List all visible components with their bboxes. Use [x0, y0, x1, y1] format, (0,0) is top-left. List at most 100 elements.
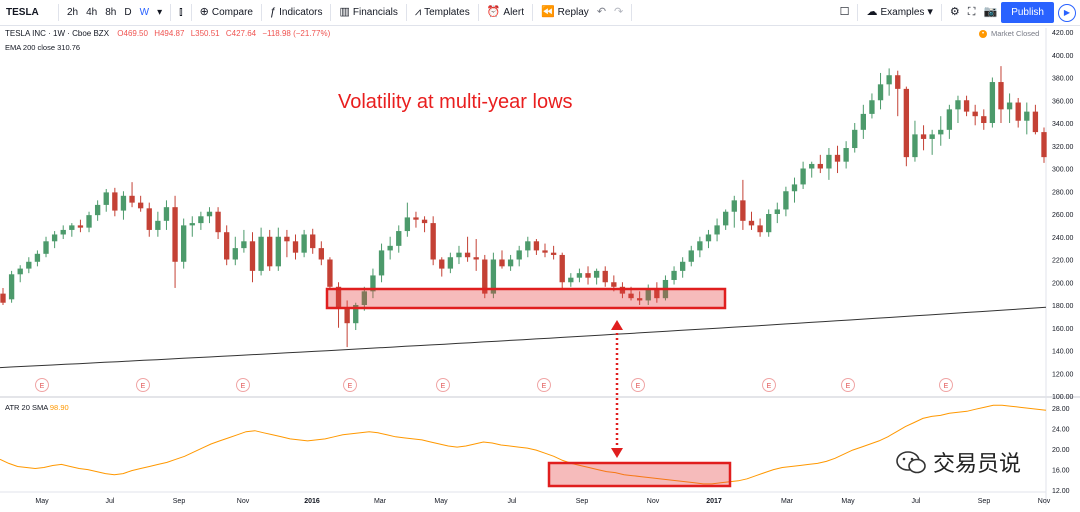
alert-label: Alert: [503, 7, 524, 18]
price-tick-label: 240.00: [1052, 235, 1074, 242]
atr-value: 98.90: [49, 403, 69, 412]
atr-legend[interactable]: ATR 20 SMA 98.90: [5, 403, 69, 412]
close-value: C427.64: [225, 29, 257, 38]
compare-button[interactable]: ⊕ Compare: [196, 6, 257, 19]
candle-body: [301, 234, 307, 253]
timeframe-2h[interactable]: 2h: [67, 7, 79, 18]
symbol-legend: TESLA INC · 1W · Cboe BZX O469.50 H494.8…: [5, 29, 334, 38]
candle-body: [120, 195, 127, 211]
publish-button[interactable]: Publish: [1001, 2, 1054, 23]
candle-body: [1006, 102, 1013, 110]
rewind-icon: ⏪: [540, 6, 555, 18]
examples-label: Examples: [880, 7, 925, 18]
arrow-up-icon: [611, 320, 623, 330]
candles-icon: ⫾: [179, 6, 183, 18]
ema-legend[interactable]: EMA 200 close 310.76: [5, 43, 80, 52]
undo-button[interactable]: ↶: [593, 7, 610, 18]
divider: [170, 4, 172, 21]
atr-tick-label: 20.00: [1052, 447, 1070, 454]
financials-button[interactable]: ▥ Financials: [335, 7, 401, 19]
chart-type-button[interactable]: ⫾: [175, 7, 187, 18]
candle-body: [34, 253, 41, 262]
watermark-text: 交易员说: [933, 451, 1022, 476]
price-tick-label: 280.00: [1052, 189, 1074, 196]
play-icon[interactable]: ▶: [1058, 3, 1076, 22]
change-value: −118.98 (−21.77%): [262, 29, 331, 38]
ema-value: 310.76: [57, 43, 81, 52]
undo-icon: ↶: [596, 6, 607, 18]
candle-body: [757, 225, 763, 233]
redo-button[interactable]: ↷: [610, 7, 627, 18]
alert-button[interactable]: ⏰ Alert: [483, 7, 528, 19]
candle-body: [396, 231, 402, 246]
candle-body: [94, 204, 101, 216]
low-value: L350.51: [190, 29, 220, 38]
candle-body: [51, 234, 58, 242]
templates-icon: ⩘: [414, 6, 422, 18]
plus-circle-icon: ⊕: [199, 6, 209, 18]
earnings-marker: [631, 378, 645, 392]
time-tick-label: Sep: [173, 498, 186, 505]
divider: [190, 4, 192, 21]
redo-icon: ↷: [614, 6, 624, 18]
price-tick-label: 120.00: [1052, 371, 1074, 378]
divider: [260, 4, 262, 21]
snapshot-button[interactable]: 📷: [979, 7, 1001, 18]
time-tick-label: May: [841, 498, 855, 505]
candle-body: [533, 241, 540, 251]
fullscreen-button[interactable]: ☐: [836, 7, 854, 18]
indicators-button[interactable]: ƒ Indicators: [266, 7, 326, 19]
timeframe-w[interactable]: W: [139, 7, 150, 18]
candle-body: [198, 216, 204, 224]
timeframe-4h[interactable]: 4h: [86, 7, 98, 18]
candle-body: [112, 192, 118, 211]
candle-body: [886, 75, 892, 85]
candle-body: [8, 274, 15, 300]
candle-body: [155, 220, 161, 230]
timeframe-dropdown-icon[interactable]: ▾: [157, 7, 163, 18]
timeframe-8h[interactable]: 8h: [105, 7, 117, 18]
candle-body: [989, 82, 996, 123]
candle-body: [224, 232, 230, 260]
replay-button[interactable]: ⏪ Replay: [537, 6, 593, 19]
candle-body: [516, 250, 522, 260]
candle-body: [473, 257, 479, 260]
timeframe-d[interactable]: D: [124, 7, 132, 18]
time-tick-label: Sep: [978, 498, 991, 505]
candle-body: [671, 270, 677, 280]
earnings-marker: [343, 378, 357, 392]
candle-body: [163, 207, 170, 221]
time-tick-label: Jul: [508, 498, 517, 505]
time-tick-label: May: [35, 498, 49, 505]
divider: [631, 4, 633, 21]
earnings-marker: [762, 378, 776, 392]
candle-body: [809, 163, 815, 169]
candle-body: [181, 225, 187, 262]
price-tick-label: 100.00: [1052, 394, 1074, 401]
candle-body: [1041, 132, 1047, 158]
divider: [405, 4, 407, 21]
earnings-marker: [436, 378, 450, 392]
atr-tick-label: 24.00: [1052, 427, 1070, 434]
candle-body: [783, 191, 789, 210]
price-tick-label: 260.00: [1052, 212, 1074, 219]
candle-body: [550, 252, 557, 255]
examples-button[interactable]: ☁ Examples ▾: [862, 6, 936, 19]
square-icon: ☐: [839, 6, 850, 18]
candle-body: [215, 211, 221, 233]
price-tick-label: 200.00: [1052, 280, 1074, 287]
layout-button[interactable]: ⛶: [964, 7, 980, 18]
settings-button[interactable]: ⚙: [946, 7, 964, 18]
candle-body: [146, 208, 152, 230]
candle-body: [628, 293, 634, 299]
candle-body: [267, 236, 273, 267]
candle-body: [585, 273, 591, 278]
price-tick-label: 180.00: [1052, 303, 1074, 310]
symbol-search[interactable]: TESLA: [6, 7, 39, 18]
market-status: • Market Closed: [979, 29, 1039, 38]
candle-body: [559, 254, 565, 283]
candle-body: [877, 84, 884, 101]
templates-button[interactable]: ⩘ Templates: [411, 6, 474, 19]
chevron-down-icon: ▾: [927, 6, 933, 18]
